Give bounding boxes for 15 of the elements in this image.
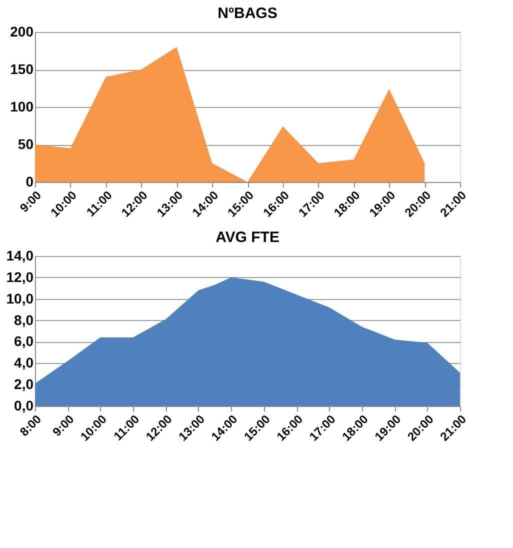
y-tick-label: 2,0 bbox=[14, 376, 34, 392]
y-tick-label: 100 bbox=[10, 98, 34, 114]
y-tick-label: 6,0 bbox=[14, 333, 34, 350]
y-tick-label: 50 bbox=[18, 136, 34, 152]
y-tick-label: 0,0 bbox=[14, 398, 34, 414]
y-tick-label: 150 bbox=[10, 61, 34, 77]
y-tick-label: 8,0 bbox=[14, 312, 34, 328]
chart-title: AVG FTE bbox=[216, 229, 280, 246]
y-tick-label: 10,0 bbox=[6, 290, 34, 306]
y-tick-label: 200 bbox=[10, 24, 34, 40]
y-tick-label: 4,0 bbox=[14, 354, 34, 371]
y-tick-label: 14,0 bbox=[6, 248, 34, 264]
y-tick-label: 12,0 bbox=[6, 268, 34, 285]
y-tick-label: 0 bbox=[26, 174, 34, 190]
chart-title: NºBAGS bbox=[218, 5, 278, 22]
